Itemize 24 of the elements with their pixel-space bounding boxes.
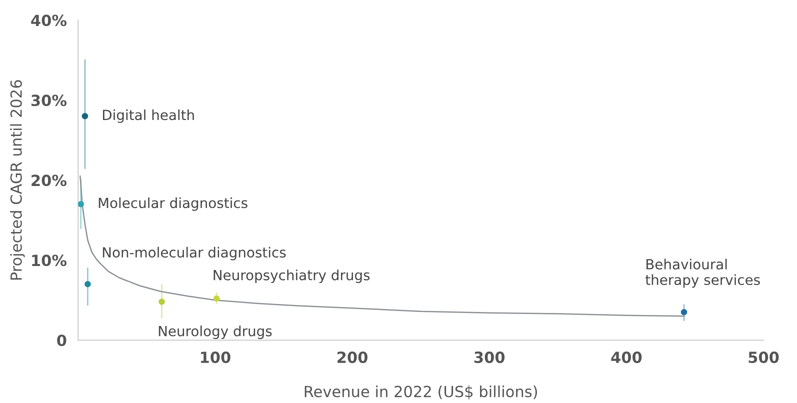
point [78,201,84,208]
annotation: Molecular diagnostics [98,197,248,211]
y-axis-title: Projected CAGR until 2026 [10,80,25,280]
annotation: Behavioural therapy services [646,258,760,288]
point [158,298,165,305]
x-tick-label: 200 [338,352,368,364]
point [84,281,91,288]
annotation: Neurology drugs [158,326,272,340]
x-tick-label: 500 [748,352,779,364]
x-tick-label: 100 [200,352,230,364]
y-tick-label: 10% [32,254,67,266]
annotation: Digital health [102,109,194,123]
y-tick-label: 40% [31,14,67,26]
point [213,295,220,302]
annotation: Non-molecular diagnostics [102,246,286,260]
annotation: Neuropsychiatry drugs [214,270,370,284]
y-tick-label: 30% [31,94,67,106]
y-tick-label: 20% [32,174,67,186]
x-axis-title: Revenue in 2022 (US$ billions) [304,385,537,400]
y-tick-label: 0 [57,334,66,346]
x-tick-label: 400 [611,352,642,364]
point [82,113,88,120]
point [680,309,688,316]
x-tick-label: 300 [474,352,505,364]
